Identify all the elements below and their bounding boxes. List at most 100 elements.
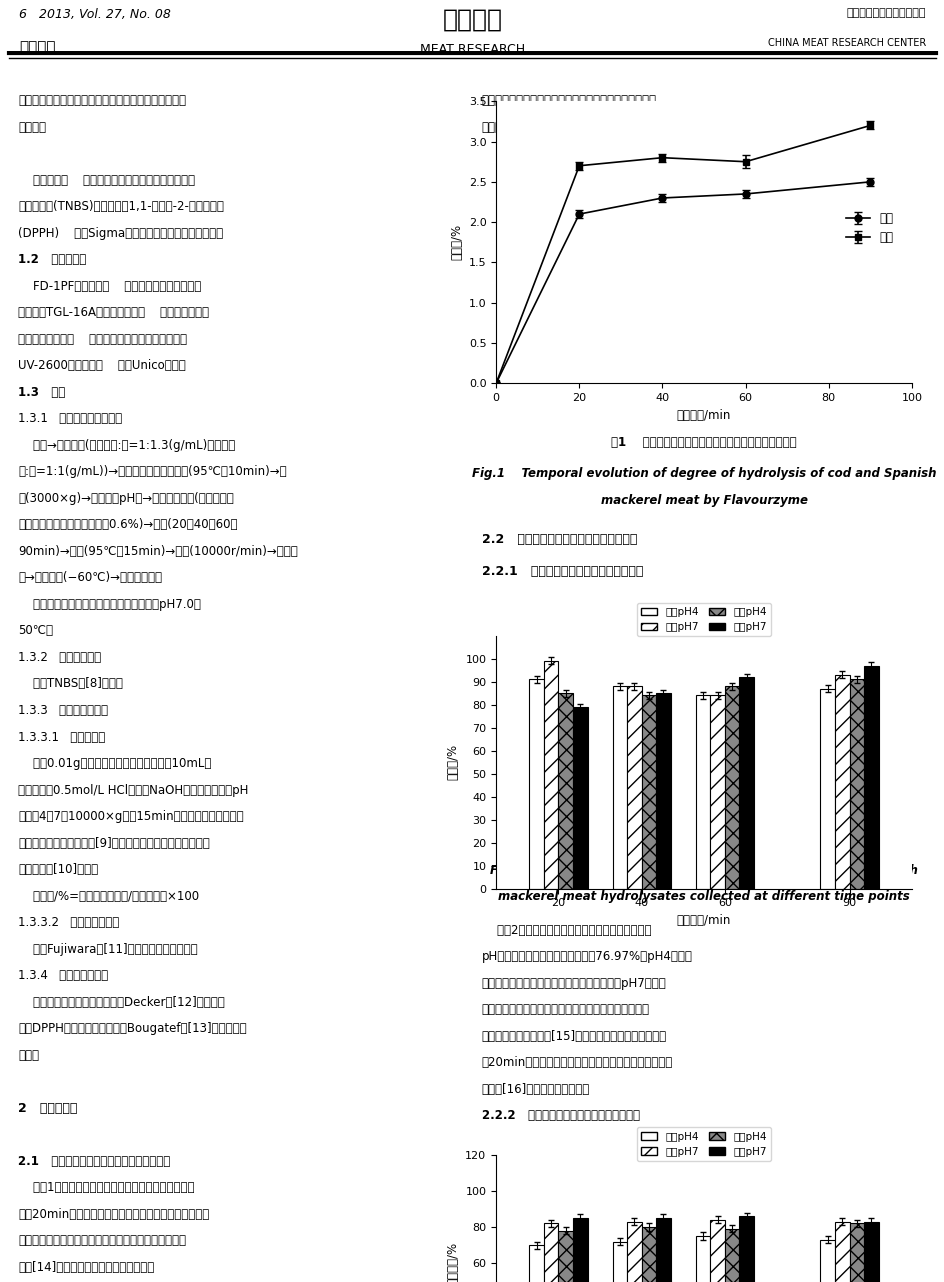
Text: 图1    鳕鱼和鲅鱼鱼肉蛋白酶解过程水解度随时间的变化: 图1 鳕鱼和鲅鱼鱼肉蛋白酶解过程水解度随时间的变化: [611, 436, 796, 450]
Text: 图2    酶解时间对不同pH值条件下鱼肉酶解产物溶解性的影响: 图2 酶解时间对不同pH值条件下鱼肉酶解产物溶解性的影响: [598, 837, 809, 850]
Bar: [863, 1222, 878, 1282]
Text: 解产物的研究结果相似[15]。鲅鱼酶解产物的溶解性在酶: 解产物的研究结果相似[15]。鲅鱼酶解产物的溶解性在酶: [481, 1029, 666, 1042]
Text: 浆(3000×g)→调温度、pH値→加蛋白酶酶解(风味蛋白酵: 浆(3000×g)→调温度、pH値→加蛋白酶酶解(风味蛋白酵: [18, 492, 234, 505]
Bar: [819, 1240, 834, 1282]
Text: 器厂；恒温水浴锅    北京市长风仪器仪表有限公司；: 器厂；恒温水浴锅 北京市长风仪器仪表有限公司；: [18, 333, 187, 346]
Text: 90min)→灭酷(95℃、15min)→离心(10000r/min)→取上清: 90min)→灭酷(95℃、15min)→离心(10000r/min)→取上清: [18, 545, 297, 558]
Text: pH値下具有良好的溶解性，均大于76.97%。pH4条件下: pH値下具有良好的溶解性，均大于76.97%。pH4条件下: [481, 950, 692, 963]
Text: 相似[14]，表明风味蛋白酵对鲳鱼和鲅鱼: 相似[14]，表明风味蛋白酵对鲳鱼和鲅鱼: [18, 1260, 155, 1274]
Text: 时鲳鱼和鲅鱼鱼肉蛋白酶解产物的溶解性小于pH7条件，: 时鲳鱼和鲅鱼鱼肉蛋白酶解产物的溶解性小于pH7条件，: [481, 977, 666, 990]
Text: 6   2013, Vol. 27, No. 08: 6 2013, Vol. 27, No. 08: [19, 8, 171, 21]
Bar: [544, 662, 558, 888]
Bar: [738, 677, 753, 888]
Text: 1.3.1   鱼肉酶解产物的制备: 1.3.1 鱼肉酶解产物的制备: [18, 413, 123, 426]
Bar: [710, 1219, 724, 1282]
Legend: 鳕鱼pH4, 鳕鱼pH7, 鲅鱼pH4, 鲅鱼pH7: 鳕鱼pH4, 鳕鱼pH7, 鲅鱼pH4, 鲅鱼pH7: [636, 603, 770, 636]
Bar: [572, 1218, 587, 1282]
Legend: 鳕鱼pH4, 鳕鱼pH7, 鲅鱼pH4, 鲅鱼pH7: 鳕鱼pH4, 鳕鱼pH7, 鲅鱼pH4, 鲅鱼pH7: [636, 1127, 770, 1161]
Bar: [655, 1218, 670, 1282]
Text: CHINA MEAT RESEARCH CENTER: CHINA MEAT RESEARCH CENTER: [767, 37, 925, 47]
Text: 解过程中，鲅鱼酶解产物的水解度高于鲳鱼酶解产物。: 解过程中，鲅鱼酶解产物的水解度高于鲳鱼酶解产物。: [481, 121, 649, 133]
Text: 改动。: 改动。: [18, 1049, 40, 1061]
Text: 1.3.3.2   热稳定性的测定: 1.3.3.2 热稳定性的测定: [18, 917, 120, 929]
Bar: [612, 686, 627, 888]
Text: 1.3   方法: 1.3 方法: [18, 386, 65, 399]
Y-axis label: 溶解性/%: 溶解性/%: [447, 744, 460, 781]
Bar: [738, 1217, 753, 1282]
Text: 室，流水解冻后去鳞、去内脏、去头、去皮、洗净后进: 室，流水解冻后去鳞、去内脏、去头、去皮、洗净后进: [18, 95, 186, 108]
Text: 采用TNBS法[8]测定。: 采用TNBS法[8]测定。: [18, 677, 123, 691]
Text: 鱼肉→与水混合(鲳鱼鱼肉:水=1:1.3(g/mL)；鲅鱼鱼: 鱼肉→与水混合(鲳鱼鱼肉:水=1:1.3(g/mL)；鲅鱼鱼: [18, 438, 235, 451]
Bar: [863, 665, 878, 888]
Text: 液，用浓度0.5mol/L HCl溶液或NaOH溶液将水解溶液pH: 液，用浓度0.5mol/L HCl溶液或NaOH溶液将水解溶液pH: [18, 783, 248, 796]
Text: 2   结果与分析: 2 结果与分析: [18, 1101, 77, 1114]
Text: 2.2.2   鲳鱼和鲅鱼鱼肉酶解产物的热稳定性: 2.2.2 鲳鱼和鲅鱼鱼肉酶解产物的热稳定性: [481, 1109, 639, 1122]
Text: 凯氏定氮法[10]测定。: 凯氏定氮法[10]测定。: [18, 863, 98, 876]
X-axis label: 酶解时间/min: 酶解时间/min: [676, 409, 731, 422]
Text: Fig.2    Effect of medium pH on the solubility of cod and Spanish: Fig.2 Effect of medium pH on the solubil…: [490, 864, 917, 877]
Text: FD-1PF冷冻干燥机    北京市德天佐科技发展有: FD-1PF冷冻干燥机 北京市德天佐科技发展有: [18, 279, 201, 292]
Bar: [641, 1227, 655, 1282]
Text: 加酶量为鱼肉中蛋白质含量的0.6%)→酶解(20、40、60、: 加酶量为鱼肉中蛋白质含量的0.6%)→酶解(20、40、60、: [18, 518, 238, 532]
Text: 肉类研究: 肉类研究: [442, 8, 502, 32]
Text: 亚铁离子蟯合力的测定：参考Decker等[12]的方法；: 亚铁离子蟯合力的测定：参考Decker等[12]的方法；: [18, 996, 225, 1009]
Text: 2.1   鲳鱼和鲅鱼鱼肉酶解产物水解度的变化: 2.1 鲳鱼和鲅鱼鱼肉酶解产物水解度的变化: [18, 1155, 171, 1168]
Bar: [834, 1222, 849, 1282]
Text: MEAT RESEARCH: MEAT RESEARCH: [419, 44, 525, 56]
Text: mackerel meat by Flavourzyme: mackerel meat by Flavourzyme: [599, 495, 807, 508]
Text: 2.2.1   鲳鱼和鲅鱼鱼肉酶解产物的溶解性: 2.2.1 鲳鱼和鲅鱼鱼肉酶解产物的溶解性: [481, 564, 643, 578]
Text: UV-2600分光光度计    美国Unico公司。: UV-2600分光光度计 美国Unico公司。: [18, 359, 186, 372]
Text: (DPPH)    美国Sigma公司；其他试剂为化学分析级。: (DPPH) 美国Sigma公司；其他试剂为化学分析级。: [18, 227, 223, 240]
Text: 液→冷冻干燥(−60℃)→鱼肉酶解产物: 液→冷冻干燥(−60℃)→鱼肉酶解产物: [18, 572, 162, 585]
X-axis label: 酶解时间/min: 酶解时间/min: [676, 914, 731, 927]
Text: 风味蛋白酶    广西南宁庞博生物工程有限公司；三: 风味蛋白酶 广西南宁庞博生物工程有限公司；三: [18, 174, 195, 187]
Bar: [572, 706, 587, 888]
Bar: [724, 686, 738, 888]
Text: 表明在酸性条件下，酶解产物溶解性较小，这与鲅鱼酶: 表明在酸性条件下，酶解产物溶解性较小，这与鲅鱼酶: [481, 1004, 649, 1017]
Bar: [655, 694, 670, 888]
Text: 逐渐减小。这与草鱼肉蛋白酶解产物的水解度变化趋势: 逐渐减小。这与草鱼肉蛋白酶解产物的水解度变化趋势: [18, 1235, 186, 1247]
Text: 中国肉食食品综合研究中心: 中国肉食食品综合研究中心: [846, 8, 925, 18]
Bar: [612, 1241, 627, 1282]
Text: 参考Fujiwara等[11]热稳定性的测定方法。: 参考Fujiwara等[11]热稳定性的测定方法。: [18, 942, 197, 955]
Text: 1.3.3   功能特性的测定: 1.3.3 功能特性的测定: [18, 704, 109, 717]
Text: 行采肉。: 行采肉。: [18, 121, 46, 133]
Bar: [834, 674, 849, 888]
Text: 限公司；TGL-16A高速台式离心机    上海安产科技仪: 限公司；TGL-16A高速台式离心机 上海安产科技仪: [18, 306, 210, 319]
Text: mackerel meat hydrolysates collected at different time points: mackerel meat hydrolysates collected at …: [497, 890, 909, 903]
Text: 与鲅鱼[16]的溶解性变化类似。: 与鲅鱼[16]的溶解性变化类似。: [481, 1083, 589, 1096]
Text: 如图1所示，鲳鱼和鲅鱼鱼肉酶解产物的水解度均在: 如图1所示，鲳鱼和鲅鱼鱼肉酶解产物的水解度均在: [18, 1181, 194, 1195]
Text: 酶解20min内变化较大，而后随酶解时间延长水解度变化: 酶解20min内变化较大，而后随酶解时间延长水解度变化: [18, 1208, 210, 1220]
Text: 1.3.4   抗氧化性的测定: 1.3.4 抗氧化性的测定: [18, 969, 109, 982]
Bar: [819, 688, 834, 888]
Text: 1.3.3.1   溶解性测定: 1.3.3.1 溶解性测定: [18, 731, 106, 744]
Bar: [558, 694, 572, 888]
Text: 値调至4和7，10000×g离心15min，上清液中的蛋白质含: 値调至4和7，10000×g离心15min，上清液中的蛋白质含: [18, 810, 244, 823]
Text: 解20min时均达到最低，此后随酶解时间延长而增大，这: 解20min时均达到最低，此后随酶解时间延长而增大，这: [481, 1056, 672, 1069]
Bar: [544, 1223, 558, 1282]
Legend: 鲳鱼, 鲅鱼: 鲳鱼, 鲅鱼: [840, 208, 897, 249]
Y-axis label: 水解度/%: 水解度/%: [449, 224, 463, 260]
Text: 量采用双缩脂法进行测定[9]，水解产物中总蛋白质含量采用: 量采用双缩脂法进行测定[9]，水解产物中总蛋白质含量采用: [18, 837, 210, 850]
Text: 清除DPPH自由基的测定：参考Bougatef等[13]的方法稍作: 清除DPPH自由基的测定：参考Bougatef等[13]的方法稍作: [18, 1022, 246, 1035]
Bar: [627, 1222, 641, 1282]
Bar: [529, 1245, 544, 1282]
Text: 溶解性/%=上清液蛋白质含/总蛋白质含×100: 溶解性/%=上清液蛋白质含/总蛋白质含×100: [18, 890, 199, 903]
Text: 基础研究: 基础研究: [19, 40, 56, 55]
Bar: [695, 1236, 710, 1282]
Bar: [641, 695, 655, 888]
Text: Fig.1    Temporal evolution of degree of hydrolysis of cod and Spanish: Fig.1 Temporal evolution of degree of hy…: [471, 467, 936, 479]
Bar: [529, 679, 544, 888]
Text: 由图2可知，鲳鱼和鲅鱼鱼肉蛋白酶解产物在不同: 由图2可知，鲳鱼和鲅鱼鱼肉蛋白酶解产物在不同: [481, 924, 650, 937]
Text: 称厖0.01g水解产物，用去离子水配制成10mL溶: 称厖0.01g水解产物，用去离子水配制成10mL溶: [18, 756, 211, 770]
Text: 酶解条件：风味蛋白酵的最适反应条件为pH7.0、: 酶解条件：风味蛋白酵的最适反应条件为pH7.0、: [18, 597, 201, 612]
Bar: [558, 1231, 572, 1282]
Text: 2.2   鲳鱼和鲅鱼鱼肉酶解产物的功能特性: 2.2 鲳鱼和鲅鱼鱼肉酶解产物的功能特性: [481, 533, 636, 546]
Bar: [724, 1229, 738, 1282]
Text: 50℃。: 50℃。: [18, 624, 53, 637]
Text: 肉:水=1:1(g/mL))→灭酷鱼肉中内源性酶素(95℃、10min)→匀: 肉:水=1:1(g/mL))→灭酷鱼肉中内源性酶素(95℃、10min)→匀: [18, 465, 287, 478]
Bar: [849, 1223, 863, 1282]
Text: 1.3.2   水解度的测定: 1.3.2 水解度的测定: [18, 651, 101, 664]
Text: 鱼和鲅鱼鱼肉酶解产物的水解度变化逐渐减小。在整个酶: 鱼和鲅鱼鱼肉酶解产物的水解度变化逐渐减小。在整个酶: [481, 95, 656, 108]
Text: 硕基苯碗酸(TNBS)、咧嘎呐、1,1-二苯基-2-三硕基苯肼: 硕基苯碗酸(TNBS)、咧嘎呐、1,1-二苯基-2-三硕基苯肼: [18, 200, 224, 213]
